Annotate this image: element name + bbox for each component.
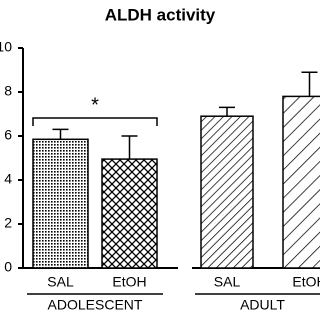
error-bar <box>219 106 235 117</box>
y-tick-label: 4 <box>4 171 12 187</box>
y-tick-label: 6 <box>4 127 12 143</box>
error-bar <box>301 71 318 97</box>
x-tick-label: SAL <box>47 274 74 290</box>
bar <box>200 115 254 269</box>
x-tick-label: SAL <box>214 274 241 290</box>
bar <box>282 95 320 269</box>
error-bar <box>121 135 138 160</box>
y-tick-label: 8 <box>4 83 12 99</box>
bar <box>101 158 158 269</box>
y-tick-label: 2 <box>4 215 12 231</box>
group-label: ADULT <box>240 297 285 313</box>
chart-title: ALDH activity <box>105 5 216 24</box>
error-bar <box>52 128 69 140</box>
x-tick-label: EtOH <box>112 274 146 290</box>
x-tick-label: EtOH <box>292 274 320 290</box>
significance-mark: * <box>91 94 99 116</box>
y-tick-label: 0 <box>4 259 12 275</box>
significance-bracket <box>32 117 158 126</box>
y-tick-label: 10 <box>0 39 12 55</box>
group-label: ADOLESCENT <box>48 297 143 313</box>
bar <box>32 138 89 269</box>
